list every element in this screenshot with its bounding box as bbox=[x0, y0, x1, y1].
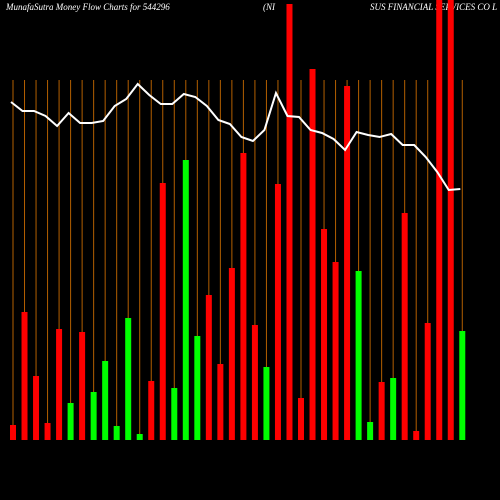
bar bbox=[194, 336, 201, 440]
bar bbox=[251, 325, 258, 440]
chart-subtitle: SUS FINANCIAL SERVICES CO L bbox=[370, 2, 497, 12]
chart-title: MunafaSutra Money Flow Charts for 544296 bbox=[5, 2, 170, 12]
price-line bbox=[10, 82, 461, 192]
bar bbox=[136, 434, 143, 440]
bar bbox=[125, 318, 132, 440]
bar bbox=[67, 403, 74, 440]
bar bbox=[159, 183, 166, 440]
bar bbox=[286, 4, 293, 440]
bar bbox=[148, 381, 155, 440]
bar bbox=[274, 184, 281, 440]
bar bbox=[436, 0, 443, 440]
bar bbox=[332, 262, 339, 440]
bar bbox=[424, 323, 431, 440]
bar bbox=[56, 329, 63, 440]
bar bbox=[344, 86, 351, 440]
bar bbox=[378, 382, 385, 440]
bar bbox=[263, 367, 270, 440]
bar bbox=[79, 332, 86, 440]
bar bbox=[205, 295, 212, 440]
bar bbox=[44, 423, 51, 440]
bar bbox=[459, 331, 466, 440]
bar bbox=[413, 431, 420, 440]
bar bbox=[113, 426, 120, 440]
bar bbox=[182, 160, 189, 440]
bar bbox=[240, 153, 247, 440]
bar bbox=[90, 392, 97, 440]
chart-subtitle: (NI bbox=[263, 2, 276, 12]
bar bbox=[321, 229, 328, 440]
bar bbox=[447, 0, 454, 440]
bar bbox=[33, 376, 40, 440]
bar bbox=[390, 378, 397, 440]
bar bbox=[228, 268, 235, 440]
bar bbox=[367, 422, 374, 440]
bar bbox=[401, 213, 408, 440]
bar bbox=[102, 361, 109, 440]
bar bbox=[21, 312, 28, 440]
bars bbox=[10, 0, 466, 440]
bar bbox=[217, 364, 224, 440]
bar bbox=[171, 388, 178, 440]
bar bbox=[309, 69, 316, 440]
bar bbox=[298, 398, 304, 440]
bar bbox=[355, 271, 362, 440]
bar bbox=[10, 425, 16, 440]
